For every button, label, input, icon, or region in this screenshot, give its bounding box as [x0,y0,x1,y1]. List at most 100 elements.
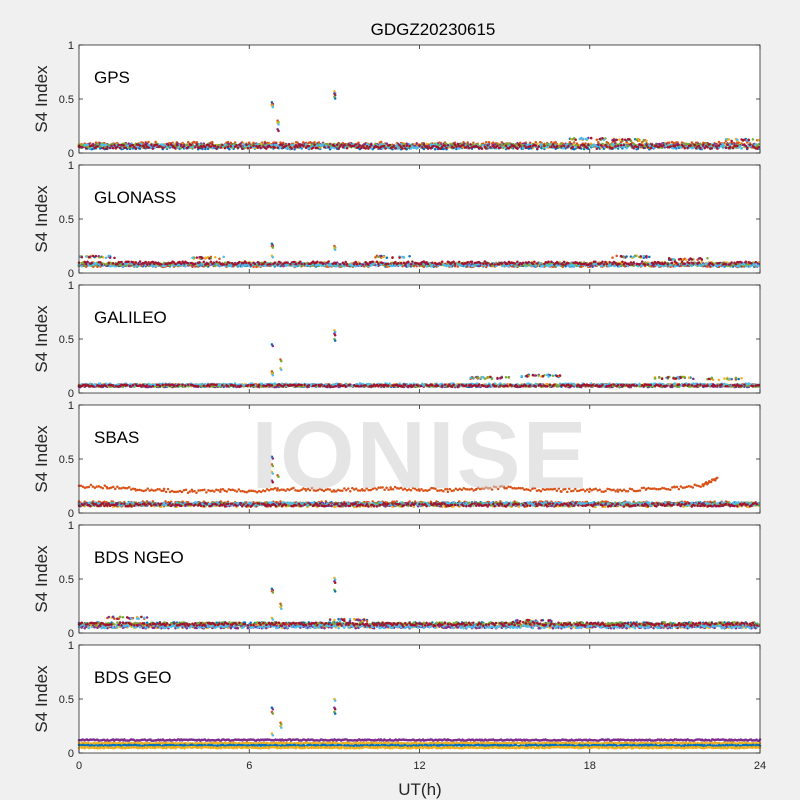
data-point [280,144,284,147]
data-point [391,256,394,259]
data-point [327,146,330,149]
data-point [301,144,305,147]
data-point [364,147,367,150]
data-point [646,145,650,149]
data-point [418,144,421,148]
data-point [154,265,157,268]
data-point [215,263,218,267]
data-point [738,144,742,148]
data-point [623,138,627,142]
data-point [330,146,333,150]
data-point [737,264,740,268]
data-point [435,143,438,146]
data-point [757,264,760,267]
data-point [134,261,138,264]
data-point [256,260,260,264]
data-point [84,147,88,150]
data-point [245,143,248,147]
data-point [611,256,614,259]
data-point [728,145,732,149]
data-point [560,145,563,148]
data-point [472,264,475,268]
data-point [194,262,197,266]
data-point [379,140,383,144]
y-axis-label: S4 Index [32,65,51,133]
data-point [399,262,403,265]
data-point [338,263,342,266]
data-point [358,262,362,265]
data-point [343,263,346,266]
data-point [368,145,372,149]
data-point [212,261,216,264]
data-point [101,146,105,150]
data-point [436,262,440,266]
data-point [561,263,565,266]
data-point [321,142,325,146]
data-point [426,262,430,266]
data-point [299,260,302,264]
data-point [662,143,665,147]
data-point [392,144,396,147]
data-point [673,145,677,148]
data-point [509,145,512,149]
data-point [303,262,306,266]
data-point [431,261,434,264]
data-point [724,146,728,149]
data-point [676,143,679,147]
data-point [382,144,386,148]
data-point [120,260,123,264]
data-point [545,146,549,149]
data-point [711,143,715,147]
data-point [269,145,272,149]
data-point [90,261,94,265]
data-point [562,144,566,147]
data-point [127,260,130,264]
data-point [404,147,407,150]
chart-title: GDGZ20230615 [371,20,496,39]
data-point [240,147,244,150]
data-point [706,256,709,260]
data-point [87,256,91,259]
data-point [84,255,88,258]
data-point [547,260,550,263]
data-point [253,262,257,266]
data-point [99,261,102,264]
y-tick-label: 1 [68,40,74,52]
data-point [276,263,279,266]
data-point [751,138,755,141]
data-point [523,144,526,147]
data-point [80,255,84,259]
data-point [321,262,325,265]
data-point [110,144,113,148]
data-point [99,255,102,259]
data-point [440,260,444,263]
data-point [587,143,590,147]
data-point [636,145,640,149]
data-point [710,147,714,150]
data-point [467,146,471,150]
data-point [669,145,672,148]
data-point [514,265,518,268]
data-point [174,262,177,266]
data-point [642,139,645,142]
data-point [699,264,702,267]
data-point [626,144,630,147]
data-point [462,144,465,147]
data-point [96,145,99,148]
data-point [605,145,609,149]
data-point [116,145,119,149]
data-point [167,143,170,147]
data-point [218,257,221,261]
data-point [316,146,319,150]
y-tick-label: 0 [68,148,74,160]
data-point [286,261,289,264]
data-point [736,138,739,141]
data-point [574,138,577,141]
data-point [228,261,231,265]
data-point [185,143,189,146]
data-point [277,129,280,133]
data-point [496,144,499,147]
data-point [541,264,545,268]
data-point [223,143,227,147]
data-point [204,145,207,149]
